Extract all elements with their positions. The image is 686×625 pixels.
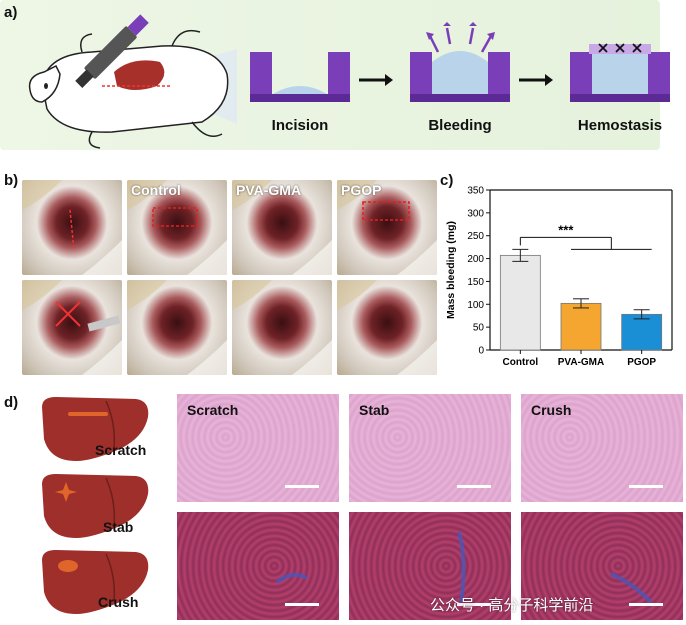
panel-b-letter: b) [4,172,19,189]
photo-column-label: Control [131,182,181,198]
scale-bar [629,603,663,606]
photo-column-label: PVA-GMA [236,182,302,198]
masson-stain-image [177,512,339,620]
x-tick-label: PVA-GMA [558,357,604,368]
histology-label: Stab [359,402,390,418]
wound-photo: PGOP [337,180,437,275]
he-stain-image: Scratch [177,394,339,502]
x-tick-label: Control [503,357,539,368]
liver-crush-icon [42,550,149,614]
scale-bar [629,485,663,488]
scale-bar [457,485,491,488]
bleeding-diagram [410,22,510,102]
wound-photo [22,180,122,275]
liver-stab-icon [42,474,149,538]
y-tick-label: 350 [467,186,484,197]
y-tick-label: 250 [467,231,484,242]
rat-illustration [28,14,237,149]
y-tick-label: 150 [467,277,484,288]
y-axis-label: Mass bleeding (mg) [445,221,457,319]
liver-scratch-icon [42,397,149,461]
liver-label-stab: Stab [103,519,134,535]
hemostasis-diagram [570,43,670,102]
panel-a-letter: a) [4,4,18,21]
scale-bar [285,603,319,606]
he-stain-image: Stab [349,394,511,502]
y-tick-label: 0 [478,346,484,357]
scale-bar [285,485,319,488]
significance-label: *** [558,222,574,237]
histology-label: Crush [531,402,572,418]
liver-label-scratch: Scratch [95,442,147,458]
wound-photo: Control [127,180,227,275]
arrow-1-icon [359,74,393,86]
wound-photo [127,280,227,375]
wound-photo [337,280,437,375]
bar-pva-gma [560,302,602,351]
watermark: 公众号 · 高分子科学前沿 [430,597,594,614]
liver-label-crush: Crush [98,594,139,610]
y-tick-label: 50 [473,323,485,334]
mass-bleeding-chart: 0 50 100 150 200 250 300 350 Mass bleeding (mg) C… [445,186,673,368]
step-label-hemostasis: Hemostasis [577,117,663,134]
y-tick-label: 300 [467,208,484,219]
incision-diagram [250,52,350,102]
scale-bar [457,603,491,606]
x-tick-label: PGOP [627,357,656,368]
wound-photo [22,280,122,375]
masson-stain-image [349,512,511,620]
photo-column-label: PGOP [341,182,382,198]
histology-label: Scratch [187,402,239,418]
bar-control [499,254,541,351]
step-label-bleeding: Bleeding [428,117,492,134]
y-tick-label: 100 [467,300,484,311]
panel-d-letter: d) [4,394,19,411]
step-label-incision: Incision [271,117,329,134]
rat-liver [114,60,165,90]
wound-photo: PVA-GMA [232,180,332,275]
bar-pgop [621,313,663,351]
he-stain-image: Crush [521,394,683,502]
arrow-2-icon [519,74,553,86]
masson-stain-image [521,512,683,620]
wound-photo [232,280,332,375]
y-tick-label: 200 [467,254,484,265]
light-device [84,26,137,79]
panel-c-letter: c) [440,172,454,189]
